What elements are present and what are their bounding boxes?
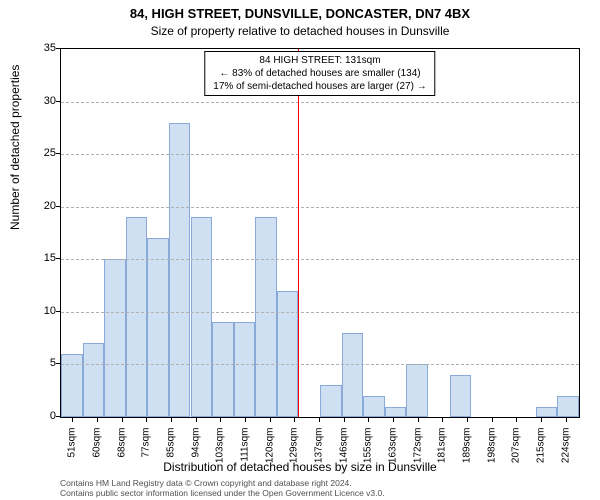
- x-tick-mark: [97, 418, 98, 422]
- histogram-bar: [536, 407, 558, 418]
- histogram-bar: [557, 396, 579, 417]
- gridline: [61, 207, 579, 208]
- histogram-bar: [212, 322, 234, 417]
- x-tick-mark: [245, 418, 246, 422]
- y-tick-label: 5: [16, 357, 56, 369]
- histogram-bar: [277, 291, 299, 417]
- y-tick-label: 10: [16, 305, 56, 317]
- annotation-box: 84 HIGH STREET: 131sqm ← 83% of detached…: [204, 51, 435, 96]
- y-tick-label: 15: [16, 252, 56, 264]
- x-tick-mark: [122, 418, 123, 422]
- histogram-bar: [342, 333, 364, 417]
- x-tick-mark: [319, 418, 320, 422]
- y-tick-label: 35: [16, 42, 56, 54]
- histogram-bar: [234, 322, 256, 417]
- histogram-bar: [61, 354, 83, 417]
- x-tick-mark: [220, 418, 221, 422]
- y-tick-mark: [56, 311, 60, 312]
- y-tick-label: 30: [16, 95, 56, 107]
- histogram-bar: [320, 385, 342, 417]
- gridline: [61, 154, 579, 155]
- x-tick-mark: [270, 418, 271, 422]
- x-tick-mark: [146, 418, 147, 422]
- x-tick-mark: [368, 418, 369, 422]
- x-tick-mark: [492, 418, 493, 422]
- histogram-bar: [363, 396, 385, 417]
- y-tick-mark: [56, 206, 60, 207]
- histogram-bar: [191, 217, 213, 417]
- annotation-line3: 17% of semi-detached houses are larger (…: [213, 80, 426, 93]
- y-tick-label: 25: [16, 147, 56, 159]
- histogram-bar: [83, 343, 105, 417]
- x-tick-mark: [418, 418, 419, 422]
- chart-container: 84, HIGH STREET, DUNSVILLE, DONCASTER, D…: [0, 0, 600, 500]
- footer-note: Contains HM Land Registry data © Crown c…: [60, 478, 590, 498]
- y-tick-mark: [56, 258, 60, 259]
- y-tick-mark: [56, 153, 60, 154]
- annotation-line1: 84 HIGH STREET: 131sqm: [213, 54, 426, 67]
- x-tick-mark: [566, 418, 567, 422]
- x-tick-mark: [442, 418, 443, 422]
- chart-title-main: 84, HIGH STREET, DUNSVILLE, DONCASTER, D…: [0, 6, 600, 21]
- x-tick-mark: [294, 418, 295, 422]
- x-tick-mark: [541, 418, 542, 422]
- x-tick-mark: [171, 418, 172, 422]
- y-tick-mark: [56, 101, 60, 102]
- gridline: [61, 312, 579, 313]
- x-tick-mark: [393, 418, 394, 422]
- gridline: [61, 364, 579, 365]
- x-axis-label: Distribution of detached houses by size …: [0, 460, 600, 474]
- histogram-bar: [255, 217, 277, 417]
- histogram-bar: [406, 364, 428, 417]
- histogram-bar: [126, 217, 148, 417]
- y-tick-mark: [56, 416, 60, 417]
- x-tick-mark: [467, 418, 468, 422]
- gridline: [61, 102, 579, 103]
- y-tick-label: 20: [16, 200, 56, 212]
- x-tick-mark: [196, 418, 197, 422]
- x-tick-mark: [72, 418, 73, 422]
- footer-line2: Contains public sector information licen…: [60, 488, 590, 498]
- y-tick-mark: [56, 363, 60, 364]
- gridline: [61, 259, 579, 260]
- y-tick-label: 0: [16, 410, 56, 422]
- histogram-bar: [450, 375, 472, 417]
- histogram-bar: [147, 238, 169, 417]
- chart-title-sub: Size of property relative to detached ho…: [0, 24, 600, 38]
- annotation-line2: ← 83% of detached houses are smaller (13…: [213, 67, 426, 80]
- reference-line-mark: [298, 49, 299, 417]
- histogram-bar: [169, 123, 191, 417]
- x-tick-mark: [344, 418, 345, 422]
- histogram-bar: [104, 259, 126, 417]
- bar-group: [61, 49, 579, 417]
- y-tick-mark: [56, 48, 60, 49]
- histogram-bar: [385, 407, 407, 418]
- x-tick-mark: [516, 418, 517, 422]
- footer-line1: Contains HM Land Registry data © Crown c…: [60, 478, 590, 488]
- plot-area: 84 HIGH STREET: 131sqm ← 83% of detached…: [60, 48, 580, 418]
